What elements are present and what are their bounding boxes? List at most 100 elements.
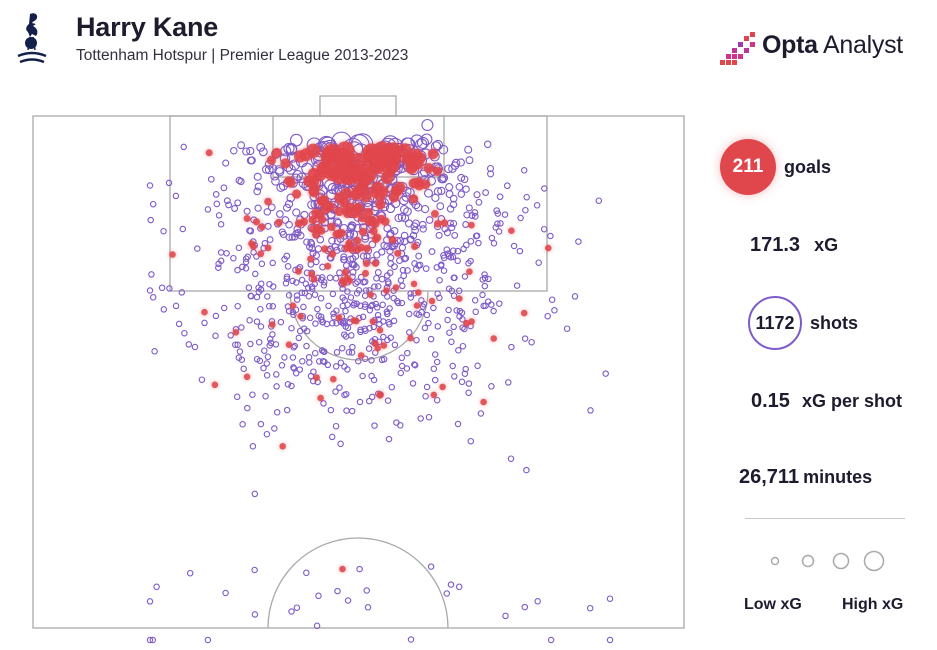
goal-dot [280,158,291,169]
shot-marker [289,277,296,285]
shot-marker [273,383,280,390]
shot-marker [353,290,361,297]
goal-dot [169,251,176,258]
shot-marker [431,351,439,358]
goal-marker [430,391,438,399]
shot-marker [458,378,466,386]
shot-marker [456,158,465,167]
shot-marker [434,290,441,297]
shot-marker [274,165,284,175]
shot-marker [440,254,448,262]
shot-marker [283,406,291,414]
shot-marker [403,207,412,216]
shot-marker [404,349,411,357]
shot-marker [387,260,395,268]
tottenham-crest-icon [17,13,47,64]
shot-marker [385,435,393,443]
shot-marker [467,257,474,265]
shot-marker [501,211,509,218]
shot-marker [254,182,263,191]
goal-marker [294,219,303,228]
shot-marker [264,293,271,300]
goal-dot [266,155,277,165]
shot-marker [394,213,403,223]
goal-dot [334,163,350,179]
goal-marker [318,196,329,207]
shot-marker [278,362,286,369]
shot-marker [540,225,548,233]
shots-stat: 1172 shots [748,296,858,350]
shot-marker [421,118,434,132]
shot-marker [400,272,408,280]
shot-marker [493,207,501,214]
goal-dot [342,268,349,276]
shot-marker [378,356,386,364]
shot-marker [492,224,499,231]
goal-dot [334,230,343,239]
goal-marker [358,213,368,223]
shot-marker [252,270,259,278]
goal-marker [308,215,317,225]
shot-marker [399,195,409,206]
shot-marker [172,302,180,310]
goal-dot [367,147,386,165]
shot-marker [276,183,286,192]
goal-dot [353,236,362,245]
shot-marker [260,364,267,372]
shot-marker [346,229,355,238]
shot-marker [523,193,530,201]
shot-marker [299,358,306,365]
minutes-stat: 26,711 minutes [739,452,872,502]
goal-dot [358,213,368,223]
shot-marker [488,234,496,242]
goal-marker [264,244,272,252]
goal-dot [295,268,302,275]
shot-marker [454,420,462,428]
shot-marker [257,420,265,428]
goal-marker [376,392,384,399]
goal-marker [468,318,475,325]
shot-marker [445,183,454,192]
shot-marker [379,301,386,309]
goal-marker [243,373,251,381]
goal-marker [289,302,297,310]
shot-marker [448,338,455,346]
shot-marker [462,185,470,193]
shot-marker [332,274,340,282]
shot-marker [319,318,326,326]
goal-dot [252,218,261,226]
shot-marker [371,283,378,290]
goal-marker [250,243,257,251]
shot-marker [307,372,315,380]
goal-marker [339,565,346,573]
shot-marker [445,306,452,314]
goal-dot [407,334,414,342]
shot-marker [448,224,456,232]
goal-marker [342,268,349,276]
shot-marker [295,334,303,342]
shot-marker [475,198,483,206]
shot-marker [490,307,497,315]
shot-marker [456,313,463,320]
goal-dot [243,373,251,381]
shot-marker [289,354,297,361]
shot-marker [398,244,407,252]
goal-dot [330,375,337,383]
shot-marker [437,186,446,196]
goal-marker [353,204,364,215]
shot-marker [449,194,458,203]
goal-marker [357,163,373,179]
shot-marker [251,566,258,574]
brand-bold-text: Opta [762,31,818,59]
goal-dot [363,244,371,253]
goal-dot [269,321,276,328]
shot-marker [454,247,462,255]
shot-marker [265,302,273,310]
shot-marker [548,296,556,303]
shot-marker [513,282,521,289]
shot-marker [266,236,274,244]
shot-marker [212,191,220,198]
page-subtitle: Tottenham Hotspur | Premier League 2013-… [76,47,409,64]
shot-marker [201,319,208,327]
shot-marker [496,193,504,201]
